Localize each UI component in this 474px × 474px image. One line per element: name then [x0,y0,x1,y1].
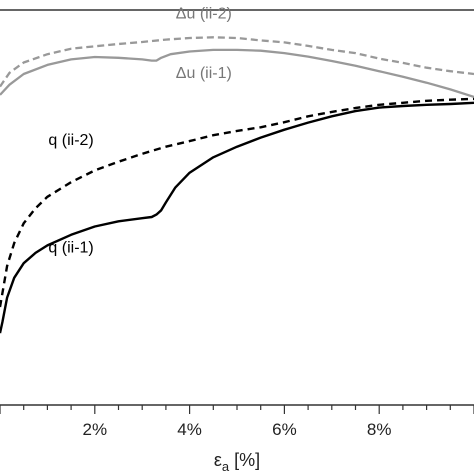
series-line-3 [0,101,474,334]
x-axis-title: εa [%] [214,450,260,474]
series-layer [0,36,474,334]
x-tick-label: 2% [83,420,108,439]
plot-frame [0,9,474,406]
series-label-3: q (ii-1) [48,240,93,257]
series-label-1: Δu (ii-1) [176,65,232,82]
series-line-1 [0,48,474,98]
x-tick-label: 8% [367,420,392,439]
series-line-0 [0,36,474,88]
series-label-layer: Δu (ii-2) Δu (ii-1) q (ii-2) q (ii-1) [48,6,231,257]
series-label-2: q (ii-2) [48,132,93,149]
x-tick-label: 4% [177,420,202,439]
x-tick-label: 6% [272,420,297,439]
series-line-2 [0,97,474,308]
x-axis: 2% 4% 6% 8% [0,405,474,439]
series-label-0: Δu (ii-2) [176,6,232,23]
